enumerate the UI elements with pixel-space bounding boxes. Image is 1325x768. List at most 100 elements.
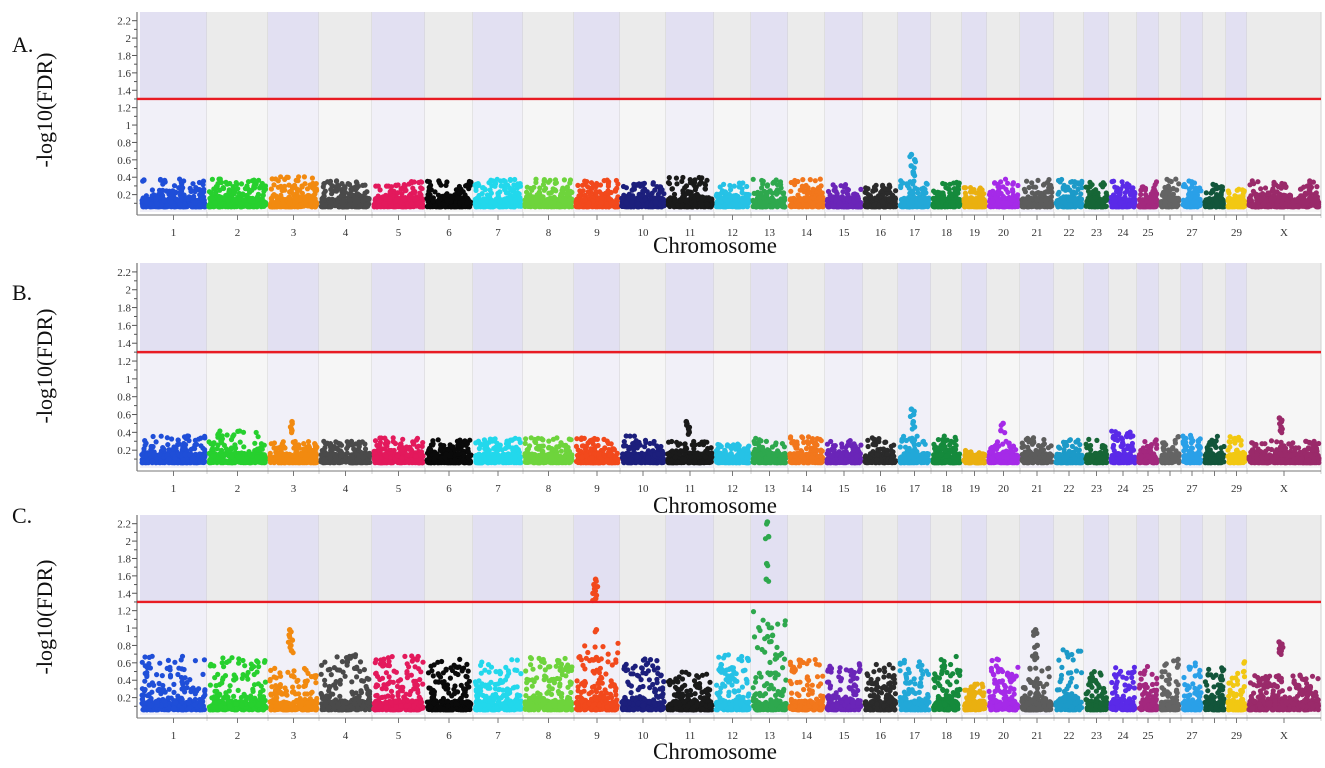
data-point bbox=[454, 195, 461, 201]
data-point bbox=[806, 190, 812, 196]
data-point bbox=[292, 182, 298, 188]
data-point bbox=[683, 198, 689, 204]
data-point bbox=[234, 186, 240, 192]
data-point bbox=[732, 196, 738, 203]
data-point bbox=[497, 189, 503, 195]
data-point bbox=[160, 181, 166, 187]
peak-point bbox=[907, 154, 913, 160]
data-point bbox=[220, 185, 226, 191]
data-point bbox=[212, 200, 218, 206]
data-point bbox=[834, 191, 840, 197]
y-tick-label: 0.2 bbox=[117, 190, 131, 202]
data-point bbox=[575, 182, 581, 188]
data-point bbox=[388, 184, 395, 190]
x-tick-label: X bbox=[1280, 227, 1288, 239]
data-point bbox=[848, 202, 854, 209]
x-tick-label: 5 bbox=[396, 227, 402, 239]
x-tick-label: 18 bbox=[941, 227, 953, 239]
data-point bbox=[631, 181, 637, 187]
data-point bbox=[979, 190, 985, 196]
data-point bbox=[559, 197, 565, 204]
data-point bbox=[232, 197, 238, 203]
data-point bbox=[247, 189, 253, 195]
chromosome-band bbox=[931, 12, 962, 99]
chromosome-band bbox=[319, 12, 372, 99]
data-point bbox=[342, 184, 348, 190]
data-point bbox=[995, 184, 1001, 190]
data-point bbox=[870, 188, 877, 194]
data-point bbox=[319, 199, 325, 205]
data-point bbox=[517, 181, 523, 187]
data-point bbox=[473, 187, 479, 193]
data-point bbox=[190, 181, 196, 187]
chromosome-band bbox=[620, 12, 666, 99]
data-point bbox=[574, 196, 581, 202]
data-point bbox=[1079, 178, 1085, 184]
data-point bbox=[225, 197, 231, 203]
data-point bbox=[482, 186, 488, 192]
data-point bbox=[177, 189, 183, 195]
data-point bbox=[154, 201, 160, 207]
data-point bbox=[680, 174, 686, 181]
data-point bbox=[437, 180, 443, 186]
chromosome-band bbox=[1203, 98, 1226, 212]
data-point bbox=[1131, 198, 1137, 204]
data-points bbox=[139, 151, 1322, 210]
data-point bbox=[818, 183, 824, 189]
data-point bbox=[1117, 189, 1123, 195]
data-point bbox=[1009, 187, 1016, 193]
data-point bbox=[533, 179, 539, 186]
data-point bbox=[567, 180, 573, 186]
y-tick-label: 1.4 bbox=[117, 85, 131, 97]
data-point bbox=[464, 182, 470, 188]
data-point bbox=[805, 185, 811, 191]
data-point bbox=[198, 191, 204, 197]
data-point bbox=[753, 204, 760, 210]
data-point bbox=[605, 183, 612, 189]
data-point bbox=[648, 202, 654, 208]
data-point bbox=[799, 183, 805, 189]
data-point bbox=[171, 203, 178, 210]
data-point bbox=[909, 188, 916, 194]
data-point bbox=[375, 183, 381, 189]
data-point bbox=[817, 176, 823, 182]
data-point bbox=[191, 193, 197, 200]
data-point bbox=[674, 181, 680, 187]
data-point bbox=[858, 186, 864, 192]
data-point bbox=[692, 183, 698, 189]
data-point bbox=[781, 190, 787, 196]
data-point bbox=[412, 196, 419, 202]
data-point bbox=[567, 196, 574, 202]
data-point bbox=[444, 197, 450, 203]
data-point bbox=[245, 179, 252, 185]
data-point bbox=[769, 195, 775, 201]
data-point bbox=[650, 180, 656, 186]
data-point bbox=[286, 182, 292, 188]
data-point bbox=[951, 180, 957, 186]
data-point bbox=[832, 184, 838, 190]
data-point bbox=[327, 199, 334, 206]
data-point bbox=[262, 183, 269, 189]
data-point bbox=[678, 198, 685, 204]
data-point bbox=[226, 189, 232, 195]
x-tick-label: 6 bbox=[446, 227, 452, 239]
data-point bbox=[201, 186, 207, 192]
data-point bbox=[803, 202, 809, 208]
data-point bbox=[548, 189, 555, 196]
data-point bbox=[1075, 201, 1082, 207]
data-point bbox=[393, 203, 400, 210]
data-point bbox=[886, 196, 892, 203]
x-tick-label: 12 bbox=[727, 227, 738, 239]
data-point bbox=[817, 189, 823, 195]
x-tick-label: 21 bbox=[1032, 227, 1043, 239]
data-point bbox=[161, 197, 167, 204]
data-point bbox=[547, 199, 554, 206]
data-point bbox=[956, 203, 962, 209]
data-point bbox=[163, 188, 169, 194]
data-point bbox=[275, 184, 281, 190]
y-tick-label: 0.6 bbox=[117, 155, 131, 167]
data-point bbox=[1028, 196, 1034, 202]
data-point bbox=[419, 201, 426, 208]
data-point bbox=[582, 178, 588, 184]
